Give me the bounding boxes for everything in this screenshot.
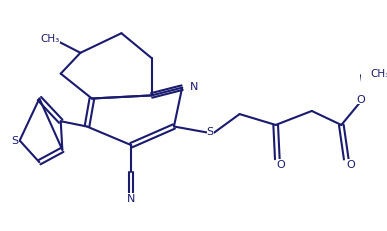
Text: CH₃: CH₃: [370, 69, 387, 79]
Text: O: O: [346, 159, 355, 169]
Text: CH₃: CH₃: [41, 34, 60, 44]
Text: N: N: [190, 81, 198, 91]
Text: S: S: [12, 136, 19, 146]
Text: O: O: [357, 95, 366, 105]
Text: S: S: [207, 126, 214, 136]
Text: O: O: [277, 159, 286, 169]
Text: N: N: [127, 193, 135, 203]
